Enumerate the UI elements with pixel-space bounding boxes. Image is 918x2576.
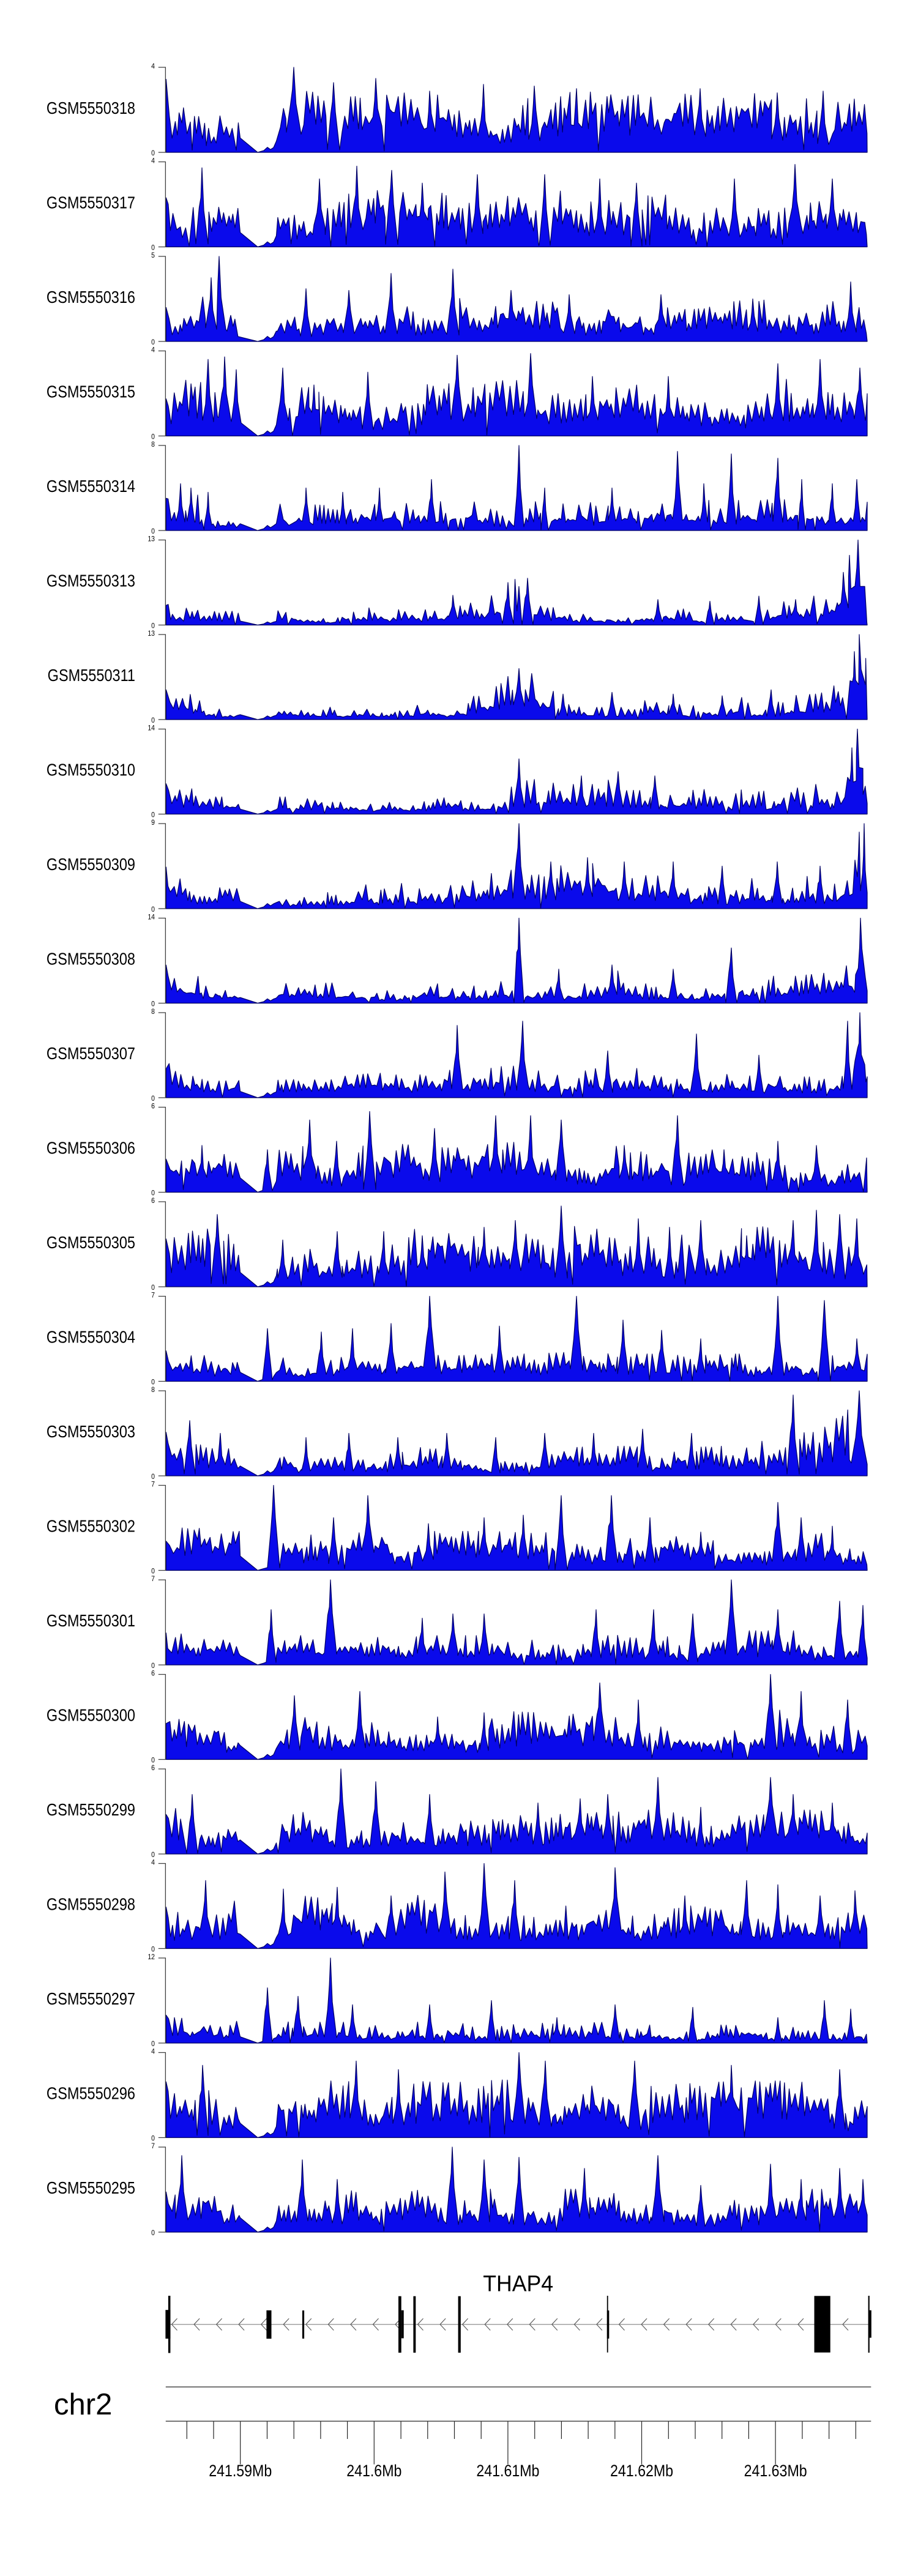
svg-text:0: 0 — [151, 2135, 155, 2143]
svg-text:0: 0 — [151, 1851, 155, 1859]
svg-text:0: 0 — [151, 1757, 155, 1765]
svg-text:13: 13 — [147, 535, 155, 543]
svg-text:0: 0 — [151, 1000, 155, 1008]
svg-text:GSM5550310: GSM5550310 — [47, 761, 135, 779]
svg-text:13: 13 — [147, 630, 155, 638]
svg-text:GSM5550296: GSM5550296 — [47, 2084, 135, 2102]
svg-text:4: 4 — [151, 157, 155, 165]
svg-text:6: 6 — [151, 1197, 155, 1205]
svg-text:chr2: chr2 — [54, 2388, 112, 2421]
svg-text:7: 7 — [151, 1575, 155, 1583]
svg-text:0: 0 — [151, 622, 155, 630]
svg-text:4: 4 — [151, 62, 155, 70]
svg-text:GSM5550297: GSM5550297 — [47, 1990, 135, 2008]
svg-text:0: 0 — [151, 1473, 155, 1481]
svg-text:0: 0 — [151, 1284, 155, 1292]
svg-text:THAP4: THAP4 — [483, 2271, 553, 2296]
svg-text:6: 6 — [151, 1764, 155, 1772]
svg-text:241.59Mb: 241.59Mb — [209, 2462, 272, 2481]
svg-text:6: 6 — [151, 1103, 155, 1111]
svg-text:241.6Mb: 241.6Mb — [346, 2462, 401, 2481]
svg-text:4: 4 — [151, 346, 155, 354]
svg-text:0: 0 — [151, 717, 155, 724]
svg-text:0: 0 — [151, 1568, 155, 1576]
svg-text:0: 0 — [151, 906, 155, 914]
svg-text:0: 0 — [151, 433, 155, 441]
svg-text:GSM5550302: GSM5550302 — [47, 1517, 135, 1535]
svg-text:14: 14 — [147, 724, 155, 732]
svg-text:0: 0 — [151, 811, 155, 819]
svg-text:GSM5550317: GSM5550317 — [47, 193, 135, 212]
svg-text:GSM5550308: GSM5550308 — [47, 950, 135, 968]
svg-text:GSM5550315: GSM5550315 — [47, 382, 135, 401]
svg-text:241.62Mb: 241.62Mb — [610, 2462, 673, 2481]
svg-text:GSM5550299: GSM5550299 — [47, 1801, 135, 1819]
svg-text:0: 0 — [151, 1189, 155, 1197]
svg-text:GSM5550303: GSM5550303 — [47, 1423, 135, 1441]
svg-text:GSM5550311: GSM5550311 — [48, 666, 135, 685]
svg-text:0: 0 — [151, 244, 155, 252]
svg-text:7: 7 — [151, 1292, 155, 1300]
svg-text:GSM5550307: GSM5550307 — [47, 1044, 135, 1063]
svg-text:0: 0 — [151, 2229, 155, 2237]
svg-text:14: 14 — [147, 914, 155, 921]
svg-text:GSM5550301: GSM5550301 — [47, 1612, 135, 1630]
svg-text:6: 6 — [151, 1670, 155, 1678]
svg-text:241.63Mb: 241.63Mb — [744, 2462, 807, 2481]
svg-text:GSM5550305: GSM5550305 — [47, 1234, 135, 1252]
svg-text:0: 0 — [151, 1946, 155, 1954]
svg-text:5: 5 — [151, 251, 155, 259]
svg-text:0: 0 — [151, 1379, 155, 1387]
svg-text:0: 0 — [151, 338, 155, 346]
svg-text:9: 9 — [151, 819, 155, 827]
svg-text:GSM5550309: GSM5550309 — [47, 855, 135, 874]
svg-text:0: 0 — [151, 1095, 155, 1103]
svg-text:GSM5550304: GSM5550304 — [47, 1328, 135, 1346]
svg-text:GSM5550316: GSM5550316 — [47, 288, 135, 307]
svg-text:0: 0 — [151, 1662, 155, 1670]
svg-text:12: 12 — [147, 1953, 155, 1961]
svg-text:241.61Mb: 241.61Mb — [476, 2462, 539, 2481]
svg-text:GSM5550318: GSM5550318 — [47, 99, 135, 117]
svg-text:4: 4 — [151, 1859, 155, 1867]
svg-text:8: 8 — [151, 1386, 155, 1394]
svg-text:GSM5550306: GSM5550306 — [47, 1139, 135, 1157]
svg-text:7: 7 — [151, 2142, 155, 2150]
svg-text:7: 7 — [151, 1481, 155, 1489]
svg-text:0: 0 — [151, 2040, 155, 2048]
svg-text:GSM5550314: GSM5550314 — [47, 477, 135, 496]
svg-text:GSM5550295: GSM5550295 — [47, 2179, 135, 2197]
svg-text:4: 4 — [151, 2048, 155, 2056]
svg-text:GSM5550300: GSM5550300 — [47, 1706, 135, 1724]
svg-text:0: 0 — [151, 149, 155, 157]
svg-text:8: 8 — [151, 1008, 155, 1016]
svg-text:8: 8 — [151, 441, 155, 449]
svg-text:GSM5550298: GSM5550298 — [47, 1895, 135, 1913]
svg-text:0: 0 — [151, 527, 155, 535]
svg-text:GSM5550313: GSM5550313 — [47, 571, 135, 590]
